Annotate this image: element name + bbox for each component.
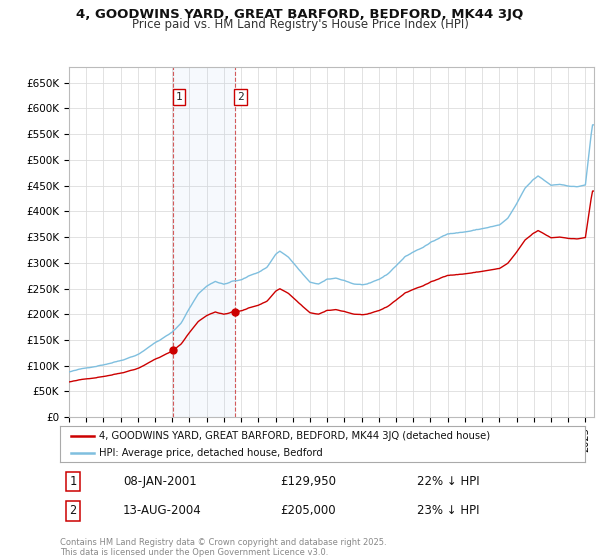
Text: 4, GOODWINS YARD, GREAT BARFORD, BEDFORD, MK44 3JQ (detached house): 4, GOODWINS YARD, GREAT BARFORD, BEDFORD… bbox=[100, 431, 491, 441]
Text: Contains HM Land Registry data © Crown copyright and database right 2025.
This d: Contains HM Land Registry data © Crown c… bbox=[60, 538, 386, 557]
Text: 13-AUG-2004: 13-AUG-2004 bbox=[123, 505, 202, 517]
Text: £129,950: £129,950 bbox=[281, 475, 337, 488]
Bar bbox=[173, 67, 235, 417]
Text: 4, GOODWINS YARD, GREAT BARFORD, BEDFORD, MK44 3JQ: 4, GOODWINS YARD, GREAT BARFORD, BEDFORD… bbox=[76, 8, 524, 21]
Text: 08-JAN-2001: 08-JAN-2001 bbox=[123, 475, 197, 488]
Text: HPI: Average price, detached house, Bedford: HPI: Average price, detached house, Bedf… bbox=[100, 448, 323, 458]
Text: Price paid vs. HM Land Registry's House Price Index (HPI): Price paid vs. HM Land Registry's House … bbox=[131, 18, 469, 31]
Text: £205,000: £205,000 bbox=[281, 505, 336, 517]
Text: 1: 1 bbox=[176, 92, 182, 102]
Text: 22% ↓ HPI: 22% ↓ HPI bbox=[417, 475, 479, 488]
Text: 2: 2 bbox=[237, 92, 244, 102]
Text: 2: 2 bbox=[70, 505, 77, 517]
Text: 1: 1 bbox=[70, 475, 77, 488]
Text: 23% ↓ HPI: 23% ↓ HPI bbox=[417, 505, 479, 517]
